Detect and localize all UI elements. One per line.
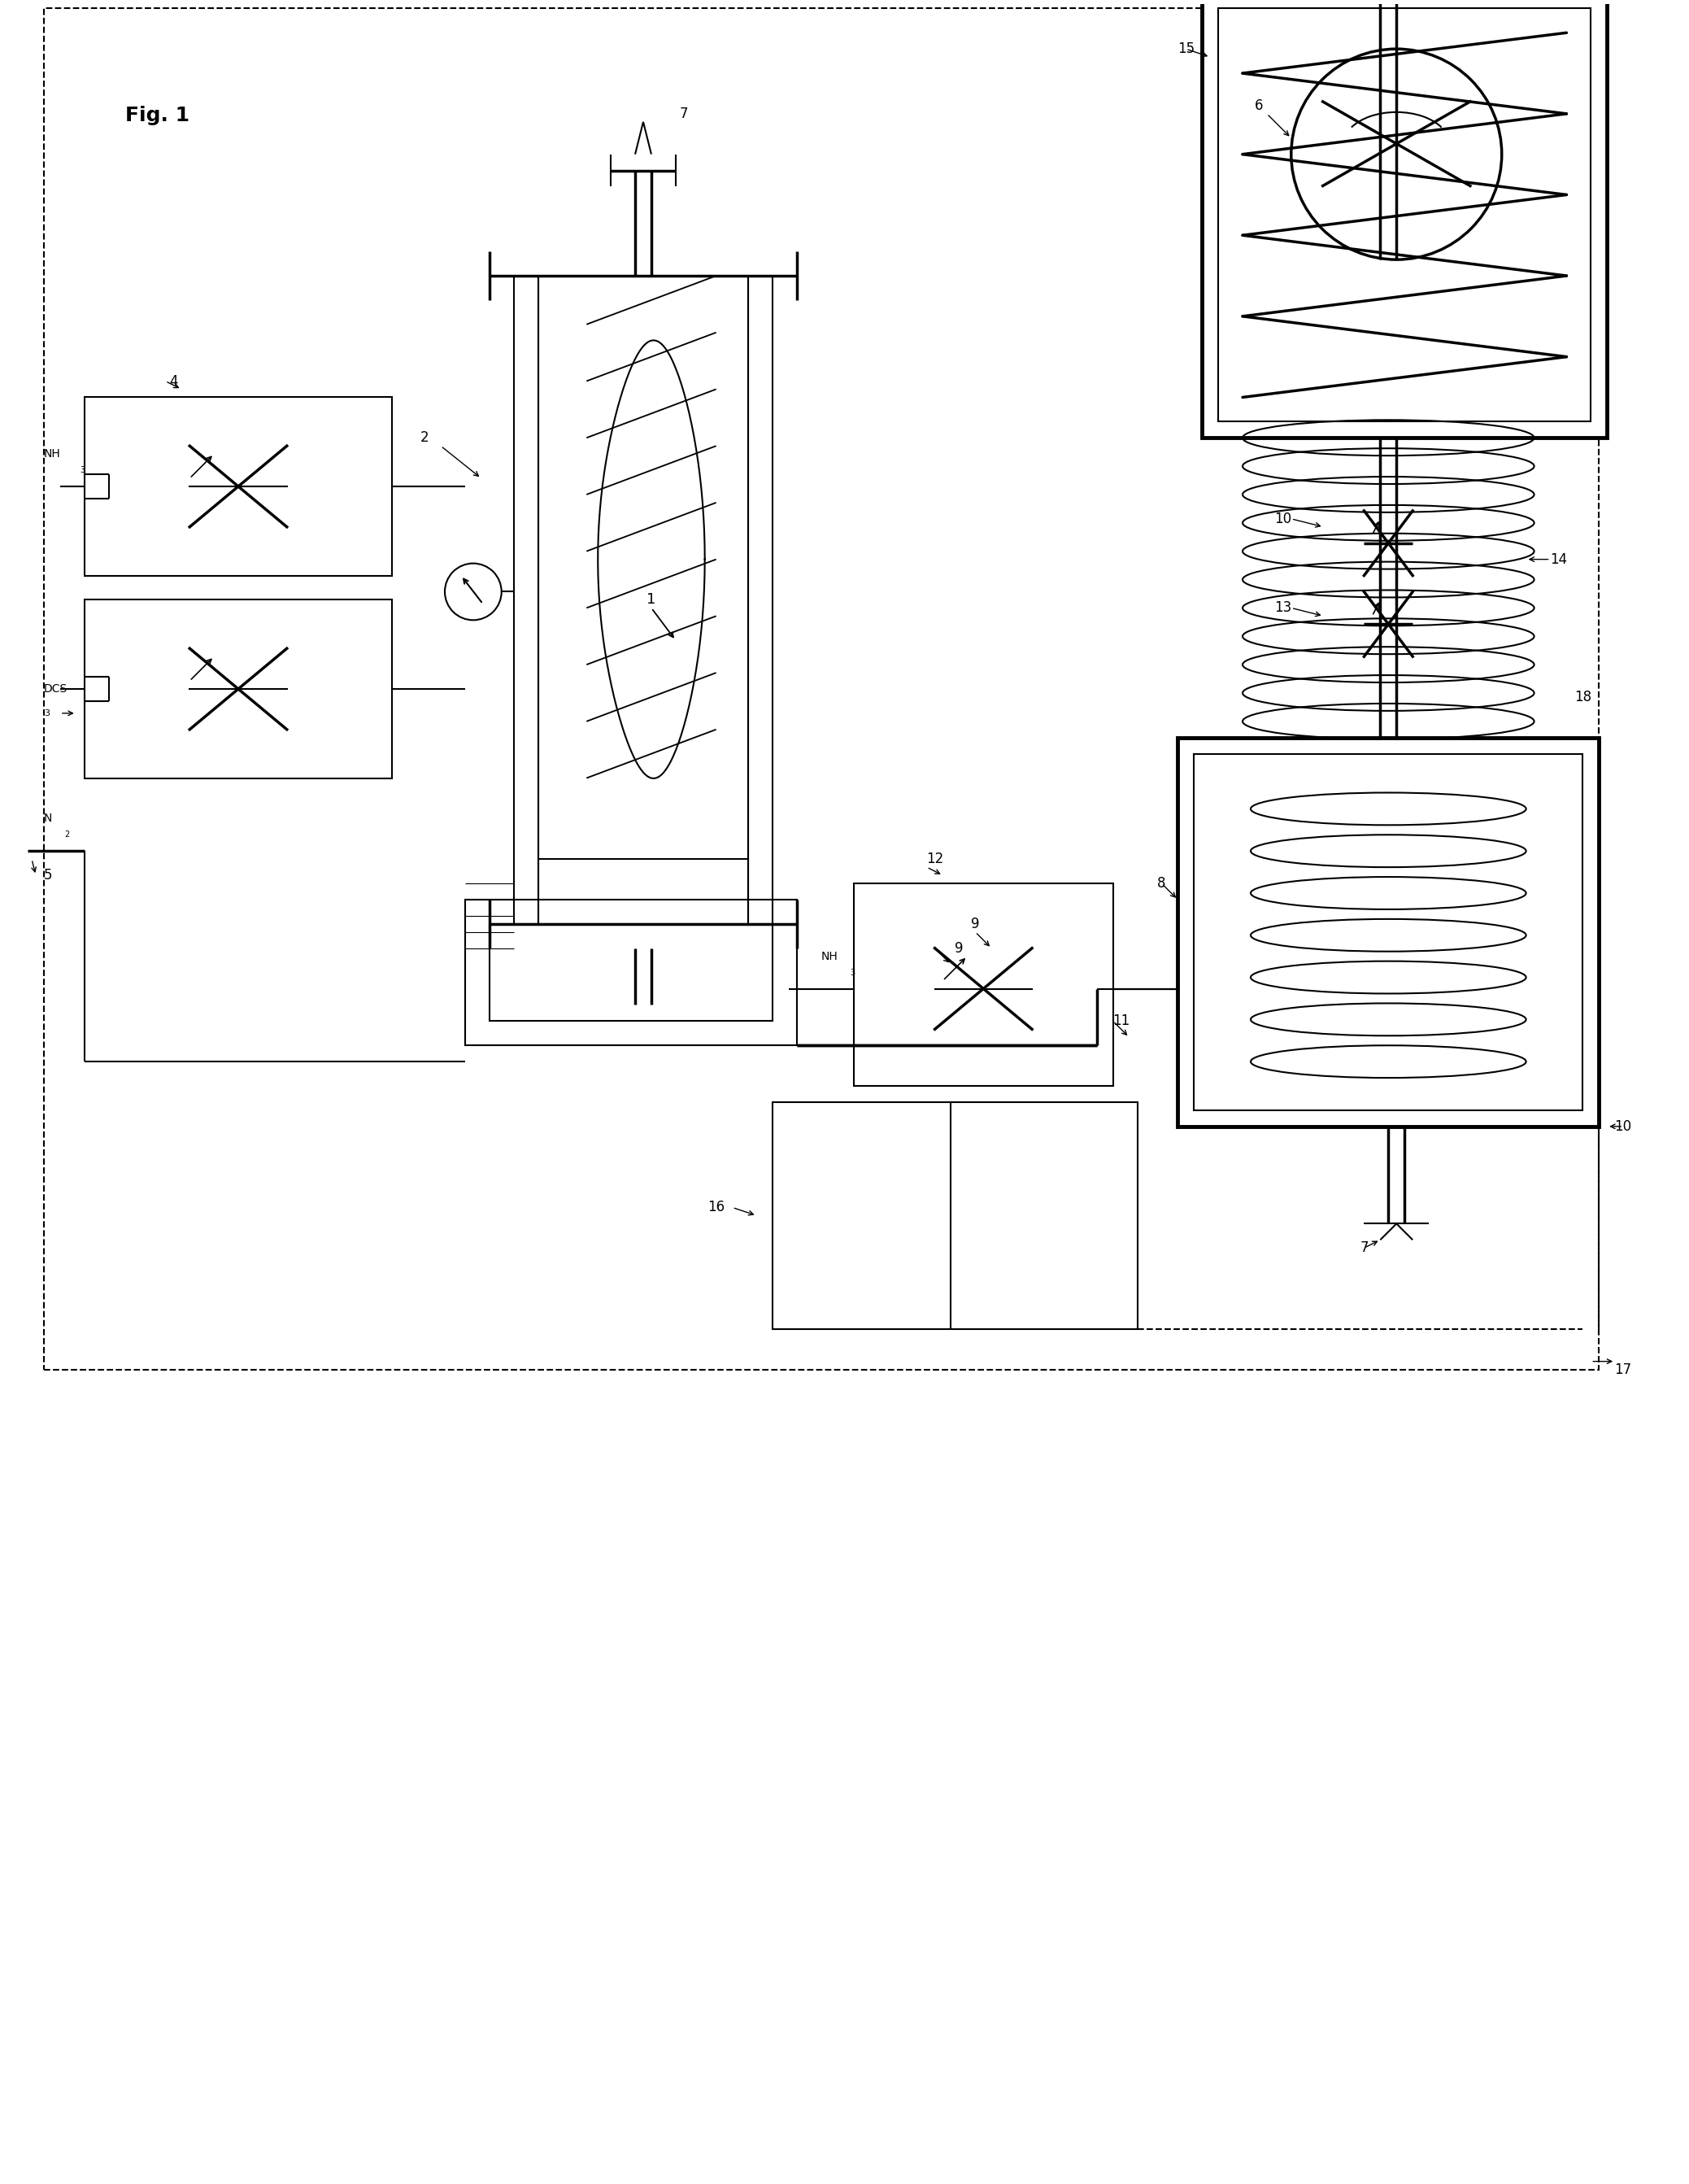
Text: 10: 10 bbox=[1615, 1118, 1632, 1133]
Text: Fig. 1: Fig. 1 bbox=[125, 105, 189, 124]
Text: 7: 7 bbox=[1360, 1241, 1368, 1256]
Bar bbox=[44, 9, 1599, 1369]
Text: 2: 2 bbox=[64, 830, 69, 839]
Bar bbox=[464, 900, 797, 1046]
Text: 16: 16 bbox=[708, 1201, 725, 1214]
Text: 10: 10 bbox=[1275, 511, 1292, 526]
Bar bbox=[774, 1103, 1137, 1330]
Text: 3: 3 bbox=[81, 465, 86, 474]
Bar bbox=[1218, 9, 1591, 422]
Bar bbox=[490, 924, 774, 1022]
Text: 7: 7 bbox=[679, 107, 687, 120]
Bar bbox=[84, 397, 392, 577]
Text: NH: NH bbox=[821, 950, 838, 961]
Text: 14: 14 bbox=[1551, 553, 1567, 566]
Bar bbox=[84, 601, 392, 778]
Text: 11: 11 bbox=[1113, 1013, 1130, 1029]
Bar bbox=[1203, 0, 1606, 437]
Text: 5: 5 bbox=[44, 867, 52, 882]
Text: 8: 8 bbox=[1157, 876, 1165, 891]
Bar bbox=[1194, 753, 1583, 1109]
Bar bbox=[855, 882, 1113, 1085]
Text: 13: 13 bbox=[1275, 601, 1292, 616]
Text: 3: 3 bbox=[44, 710, 49, 716]
Text: 15: 15 bbox=[1177, 41, 1194, 57]
Text: 4: 4 bbox=[169, 373, 177, 389]
Text: 12: 12 bbox=[926, 852, 944, 867]
Text: 9: 9 bbox=[954, 941, 963, 957]
Text: 1: 1 bbox=[647, 592, 655, 607]
Text: NH: NH bbox=[44, 448, 61, 459]
Text: 3: 3 bbox=[850, 968, 855, 976]
Text: N: N bbox=[44, 812, 52, 823]
Text: DCS: DCS bbox=[44, 684, 68, 695]
Text: 9: 9 bbox=[971, 917, 980, 930]
Text: 17: 17 bbox=[1615, 1363, 1632, 1376]
Text: 2: 2 bbox=[421, 430, 429, 446]
Bar bbox=[1177, 738, 1599, 1127]
Text: 6: 6 bbox=[1255, 98, 1263, 114]
Text: 18: 18 bbox=[1574, 690, 1591, 705]
